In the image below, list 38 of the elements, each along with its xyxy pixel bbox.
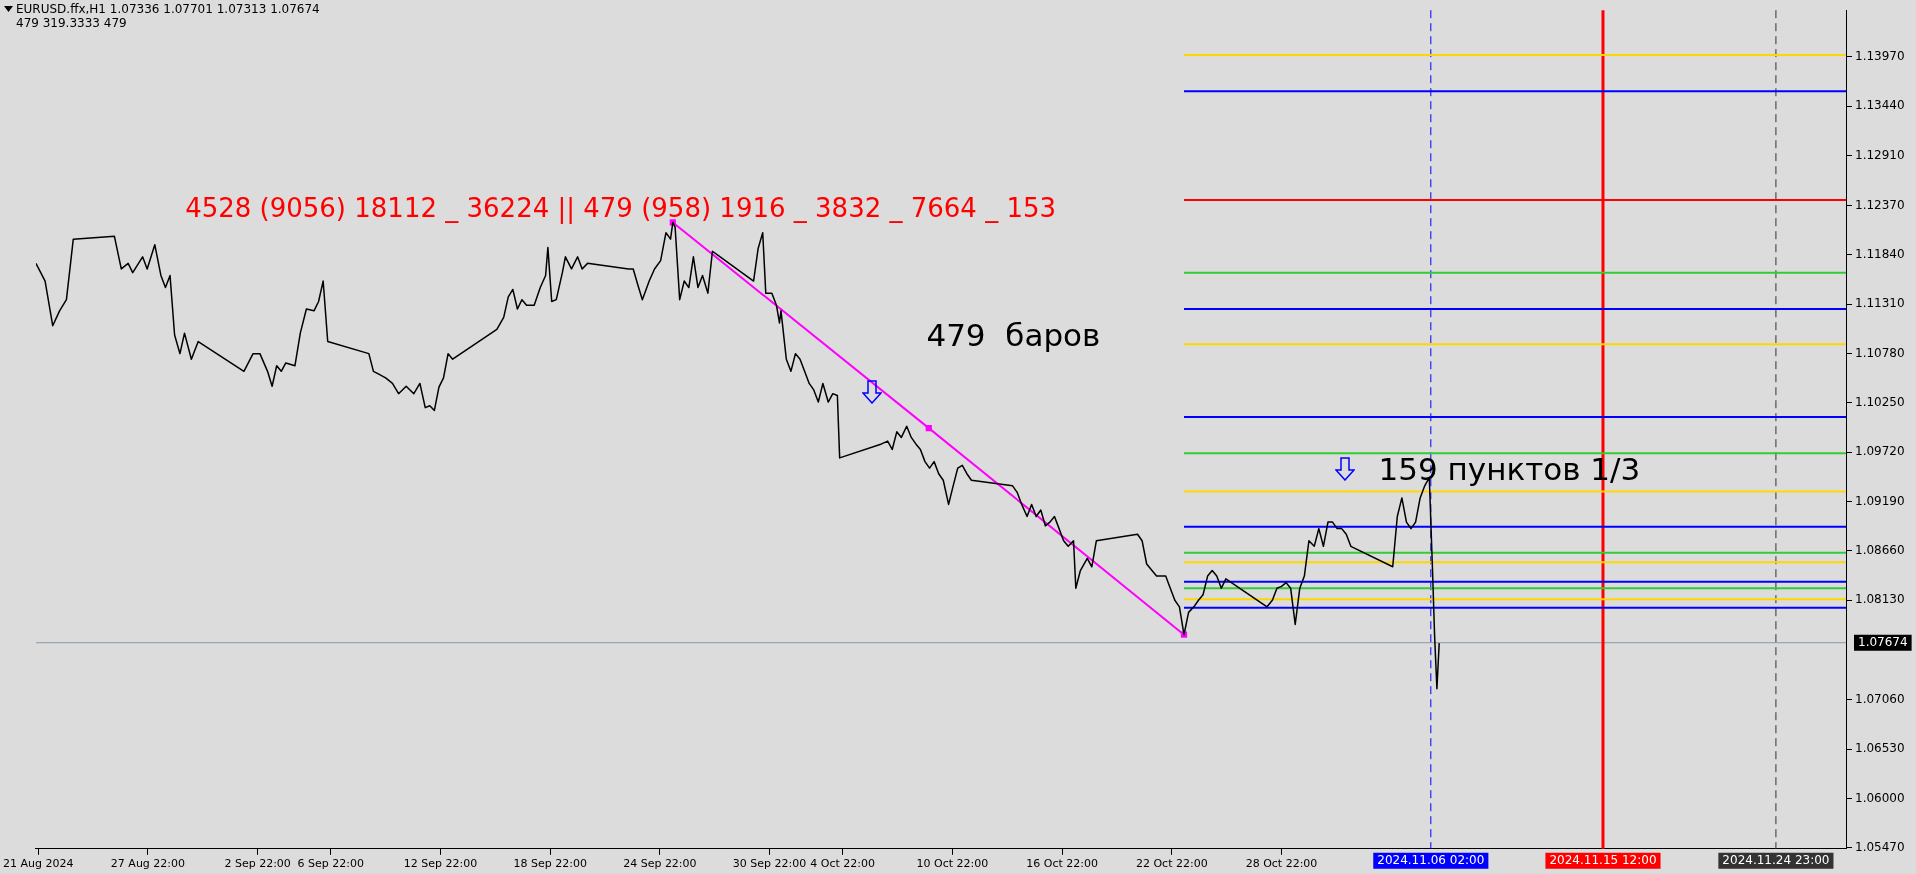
x-tick-label: 24 Sep 22:00	[623, 857, 697, 871]
y-tick-label: 1.12370	[1855, 197, 1905, 212]
x-tick-label: 30 Sep 22:00	[732, 857, 807, 871]
y-tick-label: 1.09720	[1855, 444, 1905, 459]
x-tick-label: 4 Oct 22:00	[810, 857, 876, 871]
x-tick-label: 6 Sep 22:00	[297, 857, 364, 871]
y-tick-label: 1.11310	[1855, 296, 1905, 311]
point	[925, 424, 932, 432]
y-tick-label: 1.06530	[1855, 741, 1905, 756]
y-tick-label: 1.13970	[1855, 48, 1905, 63]
ref-line-label: 2024.11.24 23:00	[1722, 852, 1830, 867]
y-tick-label: 1.11840	[1855, 247, 1905, 262]
x-tick-label: 21 Aug 2024	[3, 857, 74, 871]
x-tick-label: 10 Oct 22:00	[916, 857, 989, 871]
y-tick-label: 1.10780	[1855, 345, 1905, 360]
ref-line-label: 1.07674	[1858, 634, 1908, 649]
y-tick-label: 1.13440	[1855, 98, 1905, 113]
ref-line-label: 2024.11.06 02:00	[1377, 852, 1485, 867]
x-tick-label: 18 Sep 22:00	[513, 857, 587, 871]
y-tick-label: 1.05470	[1855, 839, 1905, 854]
y-tick-label: 1.08660	[1855, 543, 1905, 558]
y-tick-label: 1.07060	[1855, 692, 1905, 707]
annotation: 479 баров	[926, 316, 1101, 353]
x-tick-label: 2 Sep 22:00	[224, 857, 291, 871]
y-tick-label: 1.12910	[1855, 147, 1905, 162]
ref-line-label: 2024.11.15 12:00	[1549, 852, 1657, 867]
annotation: 4528 (9056) 18112 _ 36224 || 479 (958) 1916 _ 3832 _ 7664 _ 153	[185, 193, 1057, 225]
chart-title: EURUSD.ffx,H1 1.07336 1.07701 1.07313 1.07674	[16, 2, 320, 16]
x-tick-label: 28 Oct 22:00	[1245, 857, 1318, 871]
y-tick-label: 1.09190	[1855, 493, 1905, 508]
y-tick-label: 1.06000	[1855, 790, 1905, 805]
text: 479 319.3333 479	[16, 16, 128, 30]
y-tick-label: 1.10250	[1855, 395, 1905, 410]
x-tick-label: 22 Oct 22:00	[1135, 857, 1208, 871]
y-tick-label: 1.08130	[1855, 592, 1905, 607]
x-tick-label: 16 Oct 22:00	[1026, 857, 1098, 871]
x-tick-label: 12 Sep 22:00	[403, 857, 478, 871]
x-tick-label: 27 Aug 22:00	[110, 857, 186, 871]
